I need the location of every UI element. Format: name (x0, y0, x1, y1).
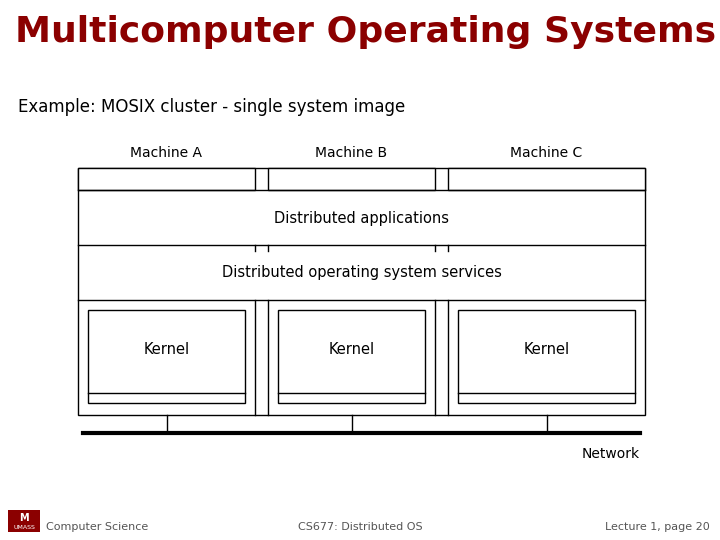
Bar (88, 310, 245, 403)
Text: Lecture 1, page 20: Lecture 1, page 20 (606, 522, 710, 532)
Text: Machine C: Machine C (510, 146, 582, 160)
Bar (8, 510, 40, 532)
Bar (78, 168, 645, 415)
Text: Distributed operating system services: Distributed operating system services (222, 266, 501, 280)
Text: M: M (19, 514, 29, 523)
Text: Kernel: Kernel (143, 342, 189, 356)
Text: CS677: Distributed OS: CS677: Distributed OS (297, 522, 423, 532)
Bar (448, 168, 645, 190)
Text: Kernel: Kernel (523, 342, 570, 356)
Bar (458, 310, 635, 403)
Text: Example: MOSIX cluster - single system image: Example: MOSIX cluster - single system i… (18, 98, 405, 116)
Text: Machine B: Machine B (315, 146, 387, 160)
Bar (268, 168, 435, 190)
Bar (78, 168, 255, 190)
Text: Network: Network (582, 447, 640, 461)
Bar (278, 310, 425, 403)
Text: Kernel: Kernel (328, 342, 374, 356)
Text: Multicomputer Operating Systems: Multicomputer Operating Systems (15, 15, 716, 49)
Text: Computer Science: Computer Science (46, 522, 148, 532)
Text: UMASS: UMASS (13, 525, 35, 530)
Text: Distributed applications: Distributed applications (274, 211, 449, 226)
Text: Machine A: Machine A (130, 146, 202, 160)
